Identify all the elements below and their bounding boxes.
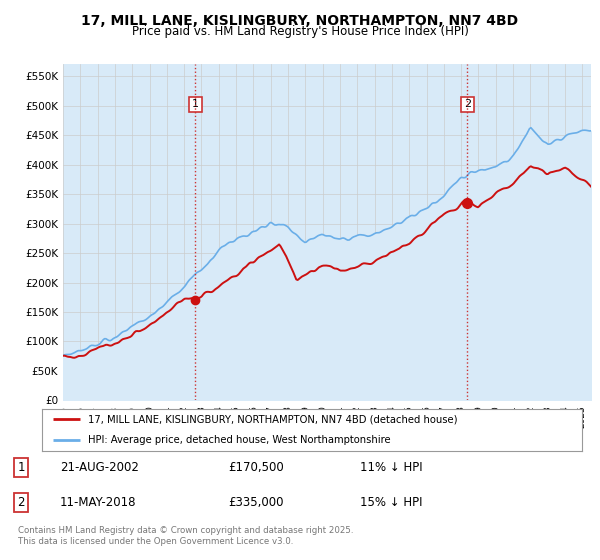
Text: 1: 1	[17, 461, 25, 474]
Text: HPI: Average price, detached house, West Northamptonshire: HPI: Average price, detached house, West…	[88, 435, 391, 445]
Text: 15% ↓ HPI: 15% ↓ HPI	[360, 496, 422, 509]
Text: 17, MILL LANE, KISLINGBURY, NORTHAMPTON, NN7 4BD (detached house): 17, MILL LANE, KISLINGBURY, NORTHAMPTON,…	[88, 414, 457, 424]
Text: Contains HM Land Registry data © Crown copyright and database right 2025.
This d: Contains HM Land Registry data © Crown c…	[18, 526, 353, 546]
Text: £335,000: £335,000	[228, 496, 284, 509]
Text: 2: 2	[17, 496, 25, 509]
Text: 17, MILL LANE, KISLINGBURY, NORTHAMPTON, NN7 4BD: 17, MILL LANE, KISLINGBURY, NORTHAMPTON,…	[82, 14, 518, 28]
Text: £170,500: £170,500	[228, 461, 284, 474]
Text: 2: 2	[464, 100, 471, 110]
Text: 21-AUG-2002: 21-AUG-2002	[60, 461, 139, 474]
Text: 11-MAY-2018: 11-MAY-2018	[60, 496, 137, 509]
Text: 11% ↓ HPI: 11% ↓ HPI	[360, 461, 422, 474]
Text: 1: 1	[192, 100, 199, 110]
Text: Price paid vs. HM Land Registry's House Price Index (HPI): Price paid vs. HM Land Registry's House …	[131, 25, 469, 38]
